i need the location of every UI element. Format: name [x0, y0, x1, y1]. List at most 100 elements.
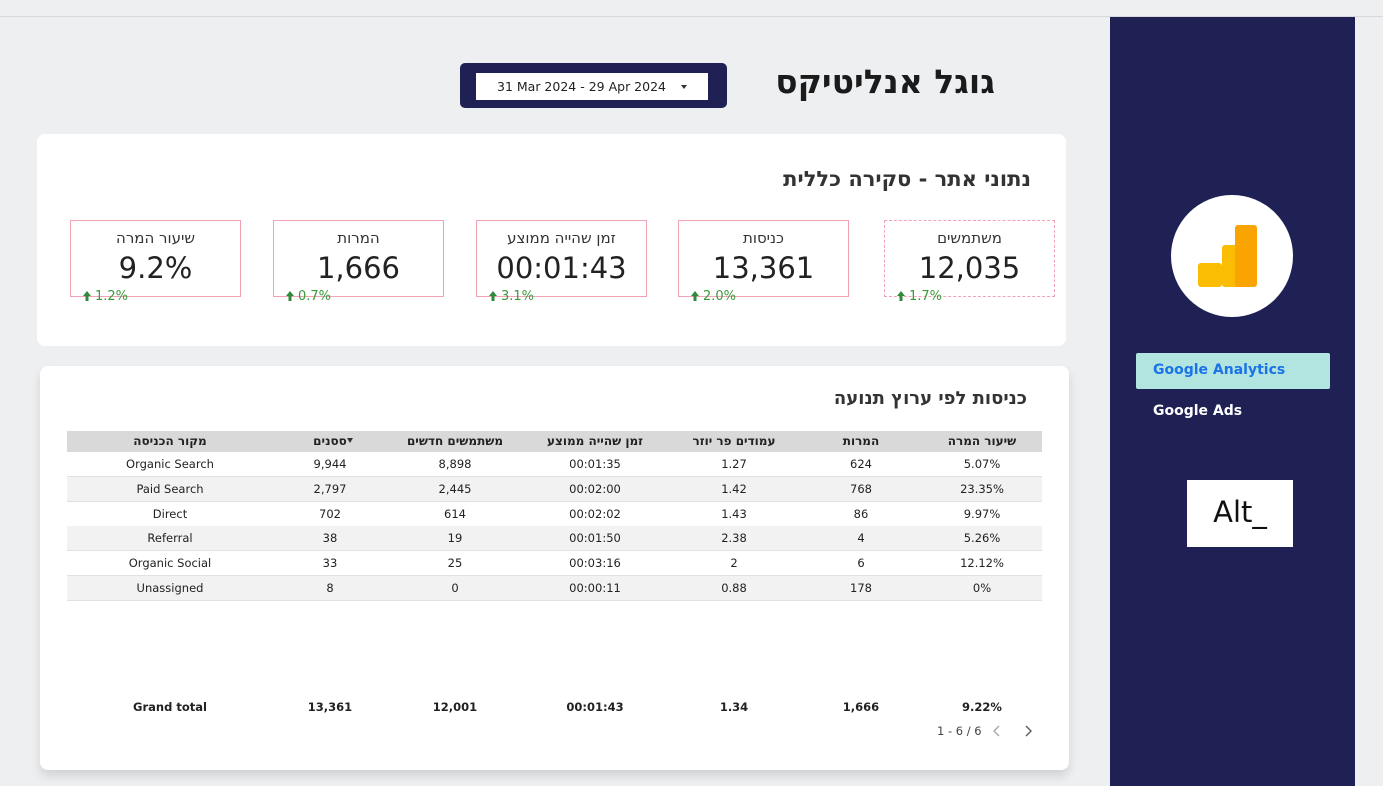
column-header: המרות	[842, 434, 880, 448]
kpi-change: 0.7%	[286, 289, 331, 304]
table-row	[67, 452, 1042, 477]
total-cell: 1.34	[719, 700, 749, 714]
table-cell: 5.26%	[963, 531, 1001, 546]
kpi-label: המרות	[337, 229, 380, 247]
kpi-label: שיעור המרה	[116, 229, 195, 247]
table-cell: 768	[850, 481, 872, 496]
pagination: 1 - 6 / 6	[937, 724, 982, 738]
up-arrow	[489, 291, 497, 301]
table-row	[67, 476, 1042, 502]
table-cell: 1.43	[721, 506, 747, 521]
table-cell: 2.38	[721, 531, 747, 546]
table-cell: 00:01:50	[569, 531, 621, 546]
table-cell: Organic Search	[126, 457, 214, 471]
table-cell: 0.88	[721, 581, 747, 595]
date-picker-frame: 31 Mar 2024 - 29 Apr 2024	[460, 63, 727, 108]
column-header[interactable]: ססנים	[313, 434, 347, 448]
table-cell: Unassigned	[136, 581, 204, 595]
table-cell: 2	[730, 556, 738, 571]
kpi-change: 3.1%	[489, 289, 534, 304]
dropdown-arrow	[681, 85, 687, 89]
page-title: גוגל אנליטיקס	[775, 62, 995, 101]
table-cell: 1.42	[721, 481, 747, 496]
table-cell: 86	[853, 506, 869, 521]
total-cell: Grand total	[133, 700, 207, 714]
table-row	[67, 576, 1042, 601]
table-cell: 2,445	[438, 481, 472, 496]
kpi-label: משתמשים	[937, 229, 1002, 247]
table-cell: 0	[451, 581, 459, 595]
up-arrow	[691, 291, 699, 301]
kpi-change: 1.7%	[897, 289, 942, 304]
kpi-value: 13,361	[712, 251, 815, 285]
table-row	[67, 501, 1042, 527]
kpi-change-value: 3.1%	[501, 289, 535, 304]
overview-panel: נתוני אתר - סקירה כללית שיעור המרה 9.2% 1.…	[37, 134, 1066, 346]
kpi-change-value: 2.0%	[703, 289, 737, 304]
table-cell: 00:02:00	[569, 481, 621, 496]
table-cell: 8,898	[438, 457, 472, 471]
table-header-bg	[67, 431, 1042, 452]
kpi-change: 2.0%	[691, 289, 736, 304]
table-cell: 23.35%	[960, 481, 1004, 496]
nav-label: Google Analytics	[1153, 362, 1286, 378]
kpi-card: שיעור המרה 9.2% 1.2%	[70, 220, 241, 304]
table-cell: 38	[322, 531, 338, 546]
table-cell: 00:02:02	[569, 506, 621, 521]
table-cell: 25	[447, 556, 463, 571]
kpi-value: 9.2%	[118, 251, 193, 285]
total-cell: 12,001	[432, 700, 478, 714]
next-page[interactable]	[1025, 725, 1033, 737]
table-cell: 2,797	[313, 481, 347, 496]
kpi-card: כניסות 13,361 2.0%	[678, 220, 849, 304]
column-header: מקור הכניסה	[133, 434, 207, 448]
kpi-value: 12,035	[918, 251, 1021, 285]
column-header: עמודים פר יוזר	[692, 434, 776, 448]
table-row	[67, 526, 1042, 552]
date-picker[interactable]: 31 Mar 2024 - 29 Apr 2024	[476, 73, 708, 100]
kpi-card: משתמשים 12,035 1.7%	[884, 220, 1055, 304]
prev-page[interactable]	[993, 725, 1001, 737]
kpi-value: 00:01:43	[496, 251, 627, 285]
column-header: זמן שהייה ממוצע	[547, 434, 643, 448]
table-cell: 00:00:11	[569, 581, 621, 595]
table-cell: Referral	[147, 531, 193, 546]
table-cell: 4	[857, 531, 865, 546]
table-title: כניסות לפי ערוץ תנועה	[833, 388, 1027, 409]
logo-text: Alt_	[1213, 495, 1267, 529]
table-cell: 0%	[972, 581, 992, 595]
top-border	[0, 16, 1383, 17]
sort-indicator[interactable]	[347, 438, 353, 443]
kpi-change-value: 0.7%	[298, 289, 332, 304]
total-cell: 1,666	[842, 700, 880, 714]
table-cell: Direct	[152, 506, 188, 521]
total-cell: 00:01:43	[566, 700, 624, 714]
kpi-label: זמן שהייה ממוצע	[507, 229, 616, 247]
table-cell: 00:01:35	[569, 457, 621, 471]
table-cell: Organic Social	[128, 556, 212, 571]
overview-title: נתוני אתר - סקירה כללית	[783, 167, 1031, 191]
kpi-change-value: 1.2%	[95, 289, 129, 304]
total-cell: 9.22%	[962, 700, 1002, 714]
kpi-card: זמן שהייה ממוצע 00:01:43 3.1%	[476, 220, 647, 304]
column-header: משתמשים חדשים	[406, 434, 504, 448]
up-arrow	[897, 291, 905, 301]
up-arrow	[286, 291, 294, 301]
total-cell: 13,361	[307, 700, 353, 714]
nav-item[interactable]: Google Ads	[1153, 403, 1243, 419]
table-cell: 9.97%	[963, 506, 1001, 521]
nav-item-active[interactable]: Google Analytics	[1136, 353, 1330, 389]
column-header: שיעור המרה	[947, 434, 1017, 448]
table-cell: 19	[447, 531, 463, 546]
table-cell: 8	[326, 581, 334, 595]
kpi-card: המרות 1,666 0.7%	[273, 220, 444, 304]
kpi-change-value: 1.7%	[909, 289, 943, 304]
kpi-value: 1,666	[316, 251, 401, 285]
table-cell: 00:03:16	[569, 556, 621, 571]
date-range: 31 Mar 2024 - 29 Apr 2024	[497, 79, 666, 94]
table-row	[67, 551, 1042, 577]
up-arrow	[83, 291, 91, 301]
sidebar: Google Analytics Google Ads Alt_	[1110, 17, 1355, 786]
table-cell: Paid Search	[136, 481, 204, 496]
